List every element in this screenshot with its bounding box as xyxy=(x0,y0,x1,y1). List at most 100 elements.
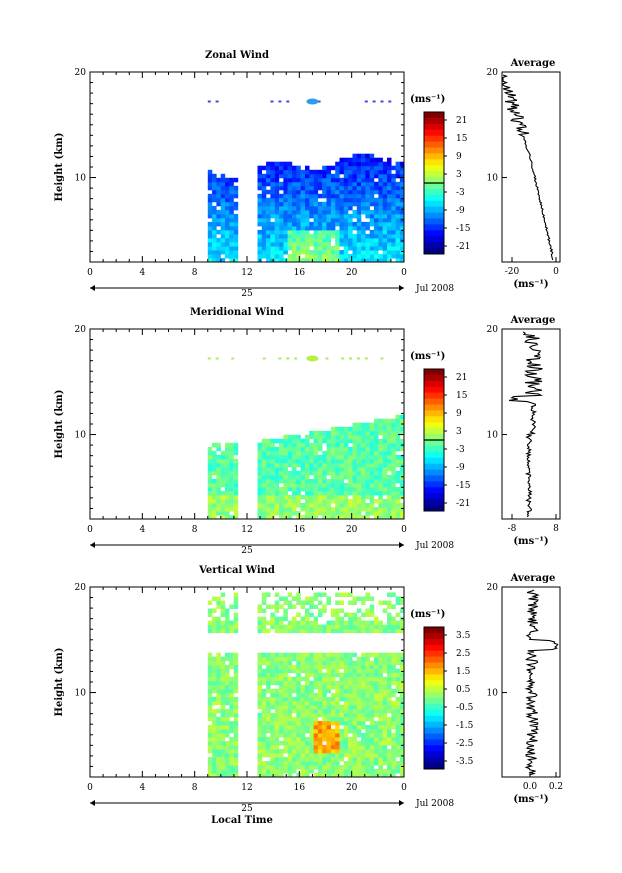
heatmap-cell xyxy=(274,616,280,622)
heatmap-cell xyxy=(220,462,226,468)
colorbar-unit: (ms⁻¹) xyxy=(410,609,445,620)
heatmap-cell xyxy=(309,454,314,460)
heatmap-cell xyxy=(300,628,306,634)
heatmap-cell xyxy=(313,757,319,762)
heatmap-cell xyxy=(391,430,396,436)
heatmap-cell xyxy=(387,736,392,742)
heatmap-cell xyxy=(257,217,262,223)
heatmap-cell xyxy=(378,704,383,710)
heatmap-cell xyxy=(387,664,392,670)
heatmap-cell xyxy=(391,237,396,243)
heatmap-cell xyxy=(335,209,340,215)
heatmap-cell xyxy=(343,250,349,255)
heatmap-cell xyxy=(391,197,396,203)
heatmap-cell xyxy=(233,724,239,730)
heatmap-cell xyxy=(378,258,383,263)
heatmap-cell xyxy=(382,664,388,670)
heatmap-cell xyxy=(292,254,297,259)
heatmap-cell xyxy=(212,499,217,504)
heatmap-cell xyxy=(343,482,349,488)
heatmap-cell xyxy=(292,213,297,219)
heatmap-cell xyxy=(330,608,336,613)
heatmap-cell xyxy=(356,696,362,702)
heatmap-cell xyxy=(395,169,401,175)
heatmap-cell xyxy=(322,604,327,609)
heatmap-cell xyxy=(391,474,396,480)
heatmap-cell xyxy=(348,656,353,662)
heatmap-cell xyxy=(266,515,271,520)
heatmap-cell xyxy=(387,620,392,626)
heatmap-cell xyxy=(382,450,388,456)
heatmap-cell xyxy=(317,242,323,247)
heatmap-cell xyxy=(313,242,319,247)
heatmap-cell xyxy=(335,744,340,750)
heatmap-cell xyxy=(283,728,288,734)
heatmap-cell xyxy=(257,740,262,746)
heatmap-cell xyxy=(387,258,392,263)
heatmap-cell xyxy=(317,454,323,460)
heatmap-cell xyxy=(330,442,336,448)
heatmap-cell xyxy=(365,237,370,243)
heatmap-cell xyxy=(365,696,370,702)
heatmap-cell xyxy=(278,357,282,360)
heatmap-cell xyxy=(361,426,366,432)
heatmap-cell xyxy=(395,680,401,686)
heatmap-cell xyxy=(274,600,280,605)
heatmap-cell xyxy=(220,612,226,618)
heatmap-cell xyxy=(399,466,405,472)
heatmap-cell xyxy=(317,748,323,754)
heatmap-cell xyxy=(335,688,340,694)
heatmap-cell xyxy=(361,153,366,159)
colorbar-swatch xyxy=(424,650,444,658)
heatmap-cell xyxy=(207,177,213,183)
heatmap-cell xyxy=(378,426,383,432)
heatmap-cell xyxy=(343,680,349,686)
heatmap-cell xyxy=(391,165,396,171)
heatmap-cell xyxy=(274,450,280,456)
heatmap-cell xyxy=(233,486,239,492)
heatmap-cell xyxy=(348,177,353,183)
heatmap-cell xyxy=(365,724,370,730)
heatmap-cell xyxy=(225,229,230,235)
heatmap-cell xyxy=(343,652,349,658)
heatmap-cell xyxy=(361,246,366,251)
heatmap-cell xyxy=(382,499,388,504)
heatmap-cell xyxy=(274,225,280,231)
heatmap-cell xyxy=(261,490,267,496)
heatmap-cell xyxy=(391,736,396,742)
heatmap-cell xyxy=(399,511,405,516)
heatmap-cell xyxy=(309,668,314,674)
heatmap-cell xyxy=(309,254,314,259)
heatmap-cell xyxy=(378,688,383,694)
heatmap-cell xyxy=(382,696,388,702)
heatmap-cell xyxy=(382,732,388,738)
heatmap-cell xyxy=(339,490,344,496)
heatmap-cell xyxy=(207,181,213,187)
heatmap-cell xyxy=(352,246,357,251)
heatmap-cell xyxy=(261,712,267,718)
heatmap-cell xyxy=(356,708,362,714)
heatmap-cell xyxy=(279,246,284,251)
heatmap-cell xyxy=(257,684,262,690)
heatmap-cell xyxy=(378,684,383,690)
heatmap-cell xyxy=(270,438,275,444)
heatmap-cell xyxy=(220,466,226,472)
heatmap-cell xyxy=(279,507,284,512)
heatmap-cell xyxy=(399,242,405,247)
colorbar-swatch xyxy=(424,733,444,740)
heatmap-cell xyxy=(225,624,230,630)
heatmap-cell xyxy=(365,157,370,163)
heatmap-cell xyxy=(387,628,392,634)
heatmap-cell xyxy=(300,197,306,203)
heatmap-cell xyxy=(225,442,230,448)
heatmap-cell xyxy=(283,209,288,215)
heatmap-cell xyxy=(326,458,331,464)
heatmap-cell xyxy=(387,740,392,746)
heatmap-cell xyxy=(279,217,284,223)
heatmap-cell xyxy=(365,430,370,436)
heatmap-cells xyxy=(207,414,405,520)
heatmap-cell xyxy=(225,213,230,219)
colorbar-swatch xyxy=(424,727,444,734)
heatmap-cell xyxy=(391,732,396,738)
heatmap-cell xyxy=(352,684,357,690)
